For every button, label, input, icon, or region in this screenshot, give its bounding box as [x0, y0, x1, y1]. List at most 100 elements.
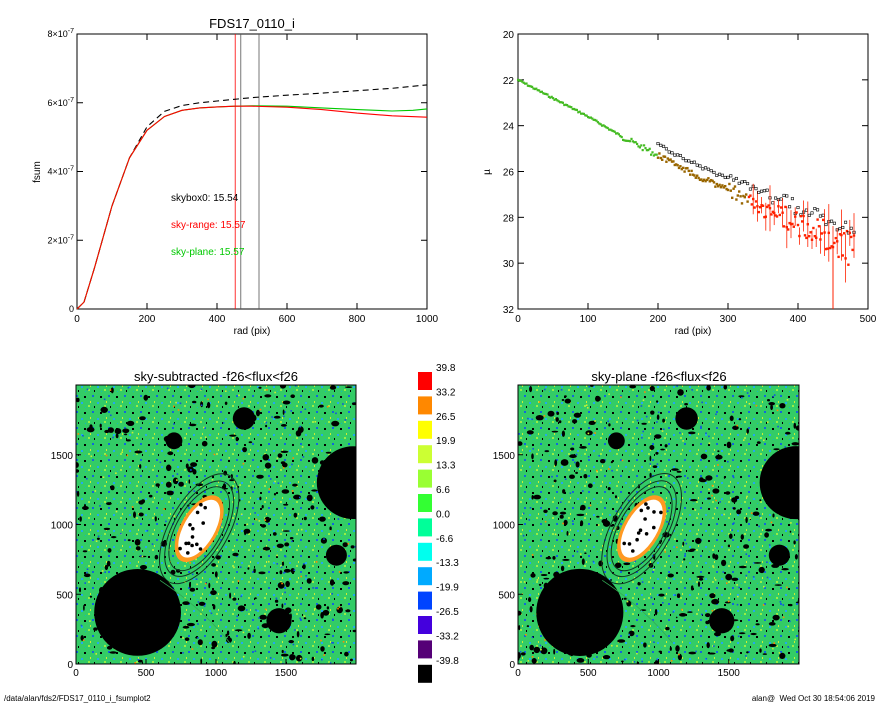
mask-blob: [350, 545, 355, 549]
mask-blob: [789, 530, 792, 533]
mask-blob: [699, 577, 704, 581]
texture-speckle: [303, 563, 305, 565]
texture-speckle: [749, 517, 751, 520]
texture-speckle: [787, 646, 789, 648]
mask-blob: [186, 622, 195, 627]
mask-blob: [256, 409, 260, 417]
mu-point: [587, 115, 590, 119]
texture-speckle: [731, 529, 733, 531]
texture-speckle: [277, 482, 280, 484]
mask-blob: [281, 653, 289, 657]
galaxy-mask-dot: [636, 531, 641, 535]
mask-blob: [731, 577, 739, 581]
texture-speckle: [197, 601, 200, 603]
texture-speckle: [715, 413, 717, 416]
mask-blob: [320, 646, 325, 652]
texture-speckle: [763, 439, 765, 442]
mu-point: [654, 153, 657, 156]
mu-point: [829, 246, 832, 250]
galaxy-mask-dot: [195, 542, 199, 547]
texture-speckle: [642, 399, 645, 401]
galaxy-mask-dot: [190, 543, 194, 548]
texture-speckle: [779, 601, 782, 603]
texture-speckle: [532, 448, 534, 450]
texture-speckle: [163, 508, 166, 510]
mu-point: [706, 167, 710, 171]
mu-point: [704, 179, 707, 183]
galaxy-mask-dot: [178, 546, 182, 551]
mask-blob: [273, 492, 277, 496]
texture-speckle: [722, 571, 725, 573]
fsum-xtick-label: 800: [349, 314, 366, 325]
mu-point: [756, 205, 759, 208]
texture-speckle: [337, 518, 340, 520]
mu-point: [678, 153, 682, 157]
mask-blob: [259, 614, 267, 620]
mask-blob: [127, 539, 131, 542]
mu-ytick-label: 22: [503, 76, 515, 87]
mask-blob: [746, 651, 749, 654]
mask-blob: [564, 398, 571, 404]
mask-blob: [302, 563, 306, 570]
mask-blob: [110, 485, 115, 491]
mask-blob: [729, 650, 734, 653]
mu-point: [712, 170, 716, 174]
texture-speckle: [131, 506, 134, 508]
texture-speckle: [790, 522, 792, 524]
mu-point: [740, 202, 744, 205]
texture-speckle: [594, 420, 596, 422]
mu-point: [580, 112, 583, 115]
mask-blob: [135, 546, 141, 551]
mask-blob: [247, 567, 250, 570]
texture-speckle: [242, 655, 245, 658]
mu-point: [748, 187, 752, 191]
mask-blob: [561, 399, 565, 401]
mask-blob: [687, 549, 695, 552]
texture-speckle: [95, 653, 97, 655]
mask-blob: [772, 614, 780, 621]
mu-point: [725, 187, 728, 191]
mu-point: [785, 194, 789, 198]
fsum-xtick-label: 0: [74, 314, 80, 325]
mask-blob: [706, 385, 711, 391]
mu-ytick-label: 26: [503, 168, 515, 179]
texture-speckle: [641, 437, 643, 439]
mu-point: [819, 238, 822, 241]
mu-point: [669, 158, 672, 161]
mu-point: [722, 186, 725, 189]
mask-blob: [229, 592, 232, 599]
mu-point: [624, 139, 627, 142]
mu-xtick-label: 300: [720, 314, 737, 325]
mu-xtick-label: 100: [580, 314, 597, 325]
texture-speckle: [90, 455, 93, 458]
mask-blob: [282, 400, 291, 405]
texture-speckle: [745, 655, 747, 657]
texture-speckle: [531, 656, 534, 658]
texture-speckle: [596, 656, 598, 658]
mu-point: [841, 225, 845, 229]
mu-point: [553, 98, 556, 101]
mask-blob: [607, 487, 611, 491]
mask-blob: [717, 450, 720, 453]
texture-speckle: [569, 492, 572, 494]
mask-blob: [296, 654, 303, 662]
mask-blob: [232, 597, 237, 601]
texture-speckle: [582, 490, 584, 492]
mask-blob: [224, 401, 228, 405]
mu-point: [564, 103, 567, 106]
mu-point: [689, 173, 692, 176]
galaxy-mask-dot: [644, 532, 649, 536]
mask-blob: [788, 603, 793, 607]
texture-speckle: [112, 436, 114, 439]
mu-point: [792, 225, 795, 228]
texture-speckle: [544, 639, 546, 641]
mu-panel: rad (pix) µ 0 100 200 300 400 500 20 22 24 26 28 30…: [482, 30, 877, 337]
fsum-xtick-label: 1000: [416, 314, 439, 325]
mask-blob: [237, 605, 246, 612]
texture-speckle: [342, 641, 345, 643]
mask-blob: [188, 479, 191, 484]
texture-speckle: [354, 545, 356, 548]
mask-blob: [226, 630, 230, 636]
texture-speckle: [283, 572, 285, 574]
mask-blob: [684, 403, 688, 406]
